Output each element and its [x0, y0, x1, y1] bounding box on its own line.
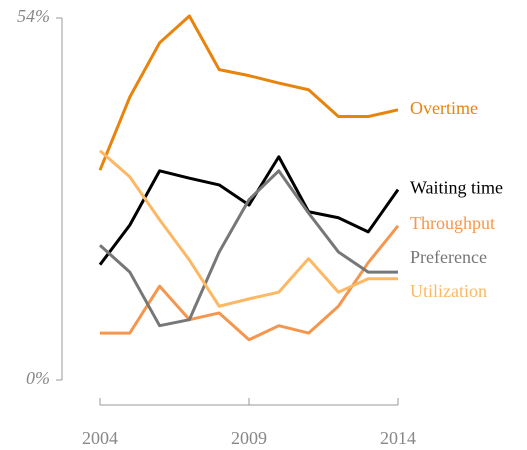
series-label: Waiting time [410, 178, 503, 198]
series-label: Overtime [410, 98, 478, 118]
series-line [100, 224, 400, 342]
x-tick-label: 2014 [380, 428, 416, 448]
x-tick-label: 2004 [82, 428, 118, 448]
series-label: Utilization [410, 281, 487, 301]
series-line [99, 149, 398, 308]
y-tick-label: 54% [17, 6, 50, 26]
series-label: Throughput [410, 213, 495, 233]
y-tick-label: 0% [26, 368, 50, 388]
series-line [98, 155, 400, 266]
series-line [98, 169, 398, 328]
series-line [98, 14, 399, 171]
x-tick-label: 2009 [231, 428, 267, 448]
series-label: Preference [410, 247, 487, 267]
